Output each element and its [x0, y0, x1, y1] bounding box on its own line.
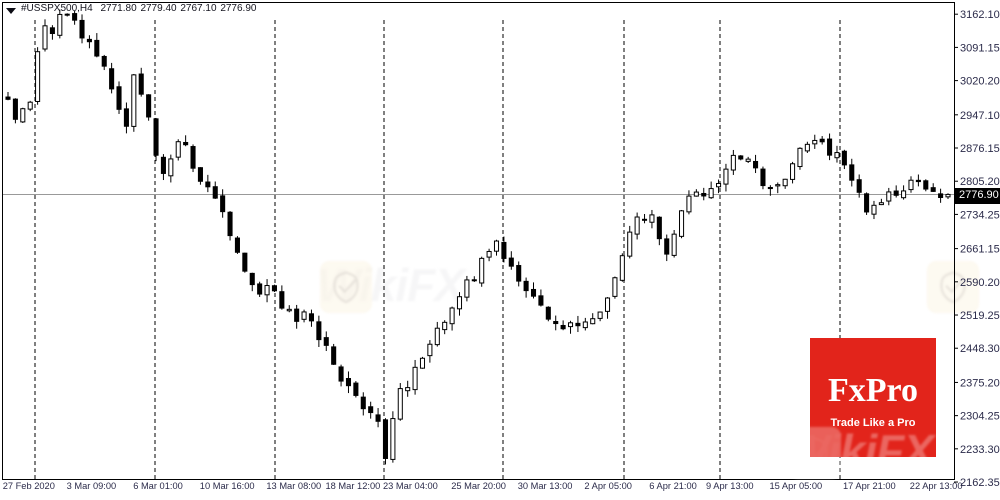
- svg-text:30 Mar 13:00: 30 Mar 13:00: [518, 481, 573, 491]
- svg-text:3091.15: 3091.15: [960, 42, 1000, 54]
- svg-text:2947.10: 2947.10: [960, 110, 1000, 122]
- svg-text:6 Apr 21:00: 6 Apr 21:00: [649, 481, 697, 491]
- svg-text:2519.25: 2519.25: [960, 310, 1000, 322]
- svg-text:25 Mar 20:00: 25 Mar 20:00: [451, 481, 506, 491]
- svg-text:2876.15: 2876.15: [960, 143, 1000, 155]
- svg-text:2 Apr 05:00: 2 Apr 05:00: [584, 481, 632, 491]
- svg-text:2661.15: 2661.15: [960, 244, 1000, 256]
- svg-text:22 Apr 13:00: 22 Apr 13:00: [910, 481, 963, 491]
- svg-text:2375.20: 2375.20: [960, 377, 1000, 389]
- svg-text:2448.30: 2448.30: [960, 343, 1000, 355]
- svg-text:10 Mar 16:00: 10 Mar 16:00: [200, 481, 255, 491]
- svg-text:23 Mar 04:00: 23 Mar 04:00: [383, 481, 438, 491]
- svg-text:27 Feb 2020: 27 Feb 2020: [3, 481, 55, 491]
- svg-text:2805.20: 2805.20: [960, 176, 1000, 188]
- svg-text:9 Apr 13:00: 9 Apr 13:00: [706, 481, 754, 491]
- svg-text:18 Mar 12:00: 18 Mar 12:00: [326, 481, 381, 491]
- svg-text:17 Apr 21:00: 17 Apr 21:00: [843, 481, 896, 491]
- svg-text:2304.25: 2304.25: [960, 411, 1000, 423]
- svg-text:2734.25: 2734.25: [960, 209, 1000, 221]
- svg-text:6 Mar 01:00: 6 Mar 01:00: [133, 481, 183, 491]
- svg-text:3 Mar 09:00: 3 Mar 09:00: [67, 481, 117, 491]
- svg-text:15 Apr 05:00: 15 Apr 05:00: [770, 481, 823, 491]
- svg-text:2590.20: 2590.20: [960, 277, 1000, 289]
- svg-text:13 Mar 08:00: 13 Mar 08:00: [266, 481, 321, 491]
- svg-text:3162.10: 3162.10: [960, 9, 1000, 21]
- svg-text:3020.20: 3020.20: [960, 76, 1000, 88]
- svg-text:2233.30: 2233.30: [960, 444, 1000, 456]
- svg-text:2162.35: 2162.35: [960, 477, 1000, 489]
